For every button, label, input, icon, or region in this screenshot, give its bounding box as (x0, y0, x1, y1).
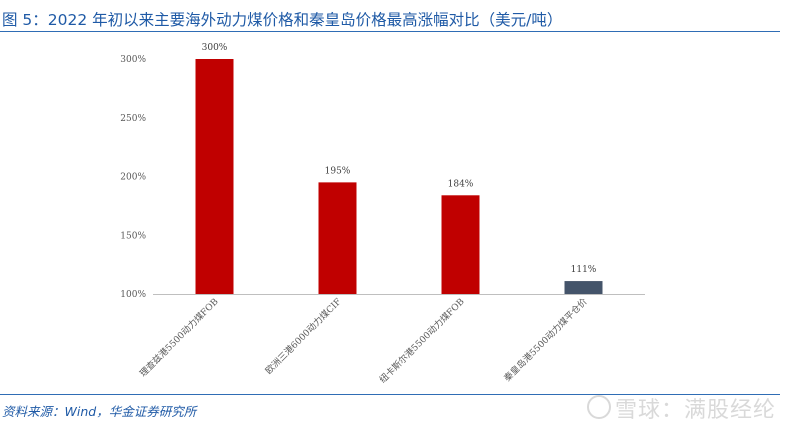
category-label: 纽卡斯尔港5500动力煤FOB (377, 295, 467, 385)
snowball-logo-icon (586, 395, 611, 419)
y-tick-label: 200% (120, 173, 146, 183)
title-divider (0, 31, 780, 32)
source-note: 资料来源：Wind，华金证券研究所 (2, 404, 197, 419)
category-label: 欧洲三港6000动力煤CIF (263, 296, 344, 377)
category-label: 秦皇岛港5500动力煤平仓价 (501, 296, 589, 384)
bar (441, 195, 480, 294)
category-label: 理查兹港5500动力煤FOB (137, 295, 221, 379)
y-tick-label: 300% (120, 55, 146, 65)
y-tick-label: 150% (120, 231, 146, 241)
watermark-text: 雪球：满股经纶 (614, 398, 776, 423)
bar (564, 281, 603, 294)
y-tick-label: 100% (120, 290, 146, 300)
figure-title: 图 5：2022 年初以来主要海外动力煤价格和秦皇岛价格最高涨幅对比（美元/吨） (2, 11, 563, 29)
data-label: 184% (448, 179, 474, 189)
source-divider (0, 394, 780, 395)
data-label: 111% (571, 265, 597, 275)
watermark: 雪球：满股经纶 (586, 392, 776, 424)
bar (318, 182, 357, 294)
bar (195, 59, 234, 294)
data-label: 195% (325, 166, 351, 176)
y-tick-label: 250% (120, 114, 146, 124)
data-label: 300% (202, 43, 228, 53)
